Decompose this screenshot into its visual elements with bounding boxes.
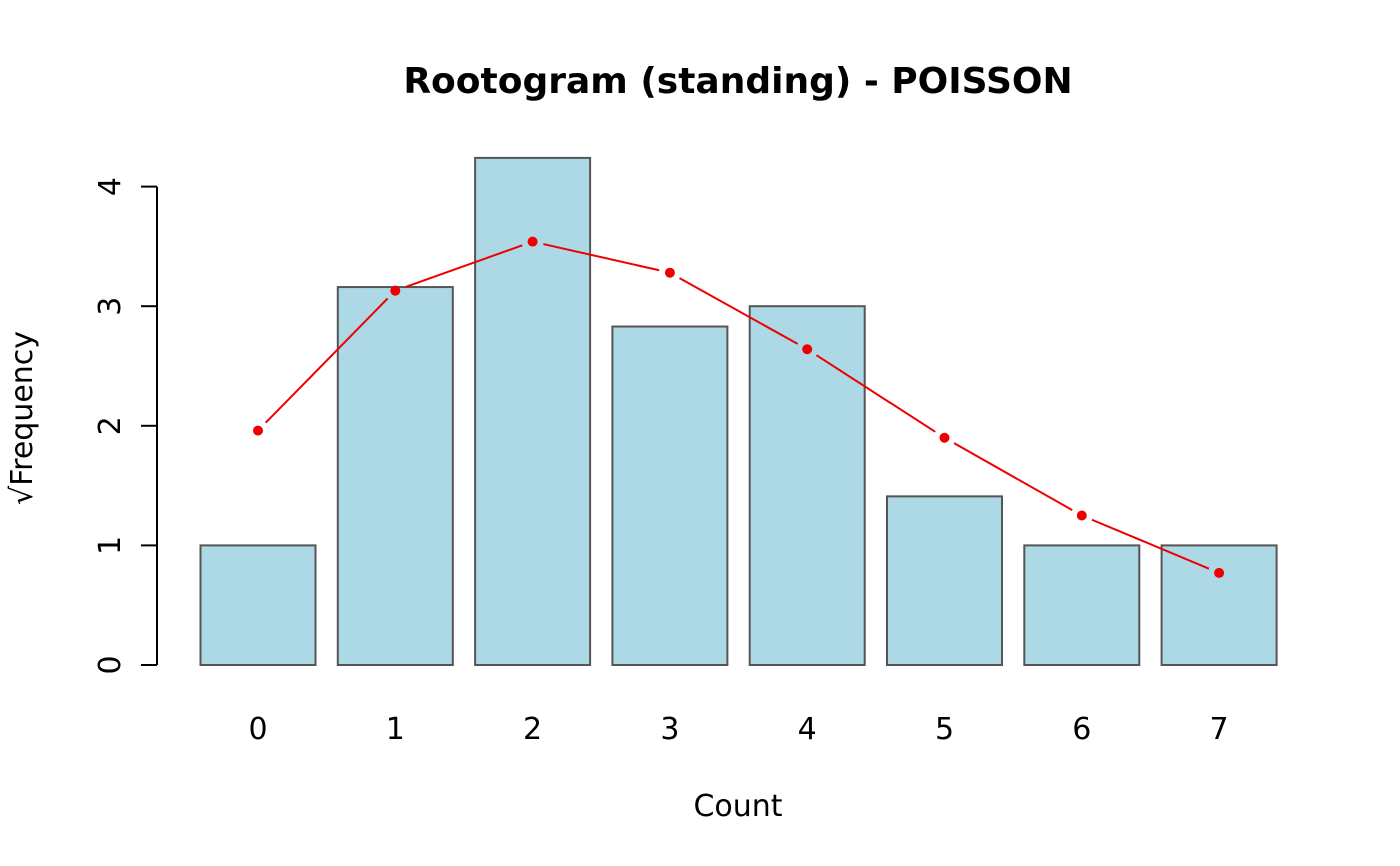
fit-series bbox=[253, 236, 1225, 578]
x-tick-labels: 0 1 2 3 4 5 6 7 bbox=[248, 712, 1228, 747]
bar bbox=[199, 544, 317, 667]
x-tick-label: 0 bbox=[248, 712, 267, 747]
bar-series bbox=[199, 156, 1278, 667]
fit-segment bbox=[1091, 518, 1210, 570]
x-tick-label: 7 bbox=[1210, 712, 1229, 747]
x-tick-label: 1 bbox=[386, 712, 405, 747]
x-tick-label: 5 bbox=[935, 712, 954, 747]
bar bbox=[748, 305, 866, 666]
fit-point bbox=[802, 344, 813, 355]
bar bbox=[1160, 544, 1278, 667]
fit-point bbox=[1214, 567, 1225, 578]
fit-segment bbox=[953, 442, 1073, 511]
fit-point bbox=[939, 432, 950, 443]
x-tick-label: 4 bbox=[798, 712, 817, 747]
fit-segment bbox=[264, 297, 389, 424]
fit-segment bbox=[679, 277, 799, 345]
fit-point bbox=[664, 267, 675, 278]
y-tick-label: 3 bbox=[93, 297, 128, 316]
bar bbox=[886, 495, 1003, 667]
fit-point bbox=[253, 425, 263, 436]
bar bbox=[336, 286, 454, 666]
y-tick-label: 2 bbox=[93, 416, 128, 435]
y-axis: 0 1 2 3 4 bbox=[93, 177, 158, 675]
fit-segment bbox=[543, 243, 660, 272]
fit-point bbox=[527, 236, 538, 247]
x-tick-label: 3 bbox=[660, 712, 679, 747]
y-tick-label: 1 bbox=[93, 536, 128, 555]
bar bbox=[474, 156, 592, 666]
chart-title: Rootogram (standing) - POISSON bbox=[403, 61, 1072, 102]
y-axis-label: √Frequency bbox=[5, 331, 40, 505]
x-axis-label: Count bbox=[693, 789, 782, 824]
fit-point bbox=[1076, 510, 1087, 521]
bar bbox=[1023, 544, 1141, 667]
y-tick-label: 4 bbox=[93, 177, 128, 196]
bar bbox=[611, 325, 729, 666]
fit-segment bbox=[405, 244, 523, 288]
x-tick-label: 6 bbox=[1072, 712, 1091, 747]
fit-segment bbox=[815, 354, 936, 433]
y-tick-label: 0 bbox=[93, 655, 128, 674]
fit-point bbox=[390, 285, 401, 296]
x-tick-label: 2 bbox=[523, 712, 542, 747]
